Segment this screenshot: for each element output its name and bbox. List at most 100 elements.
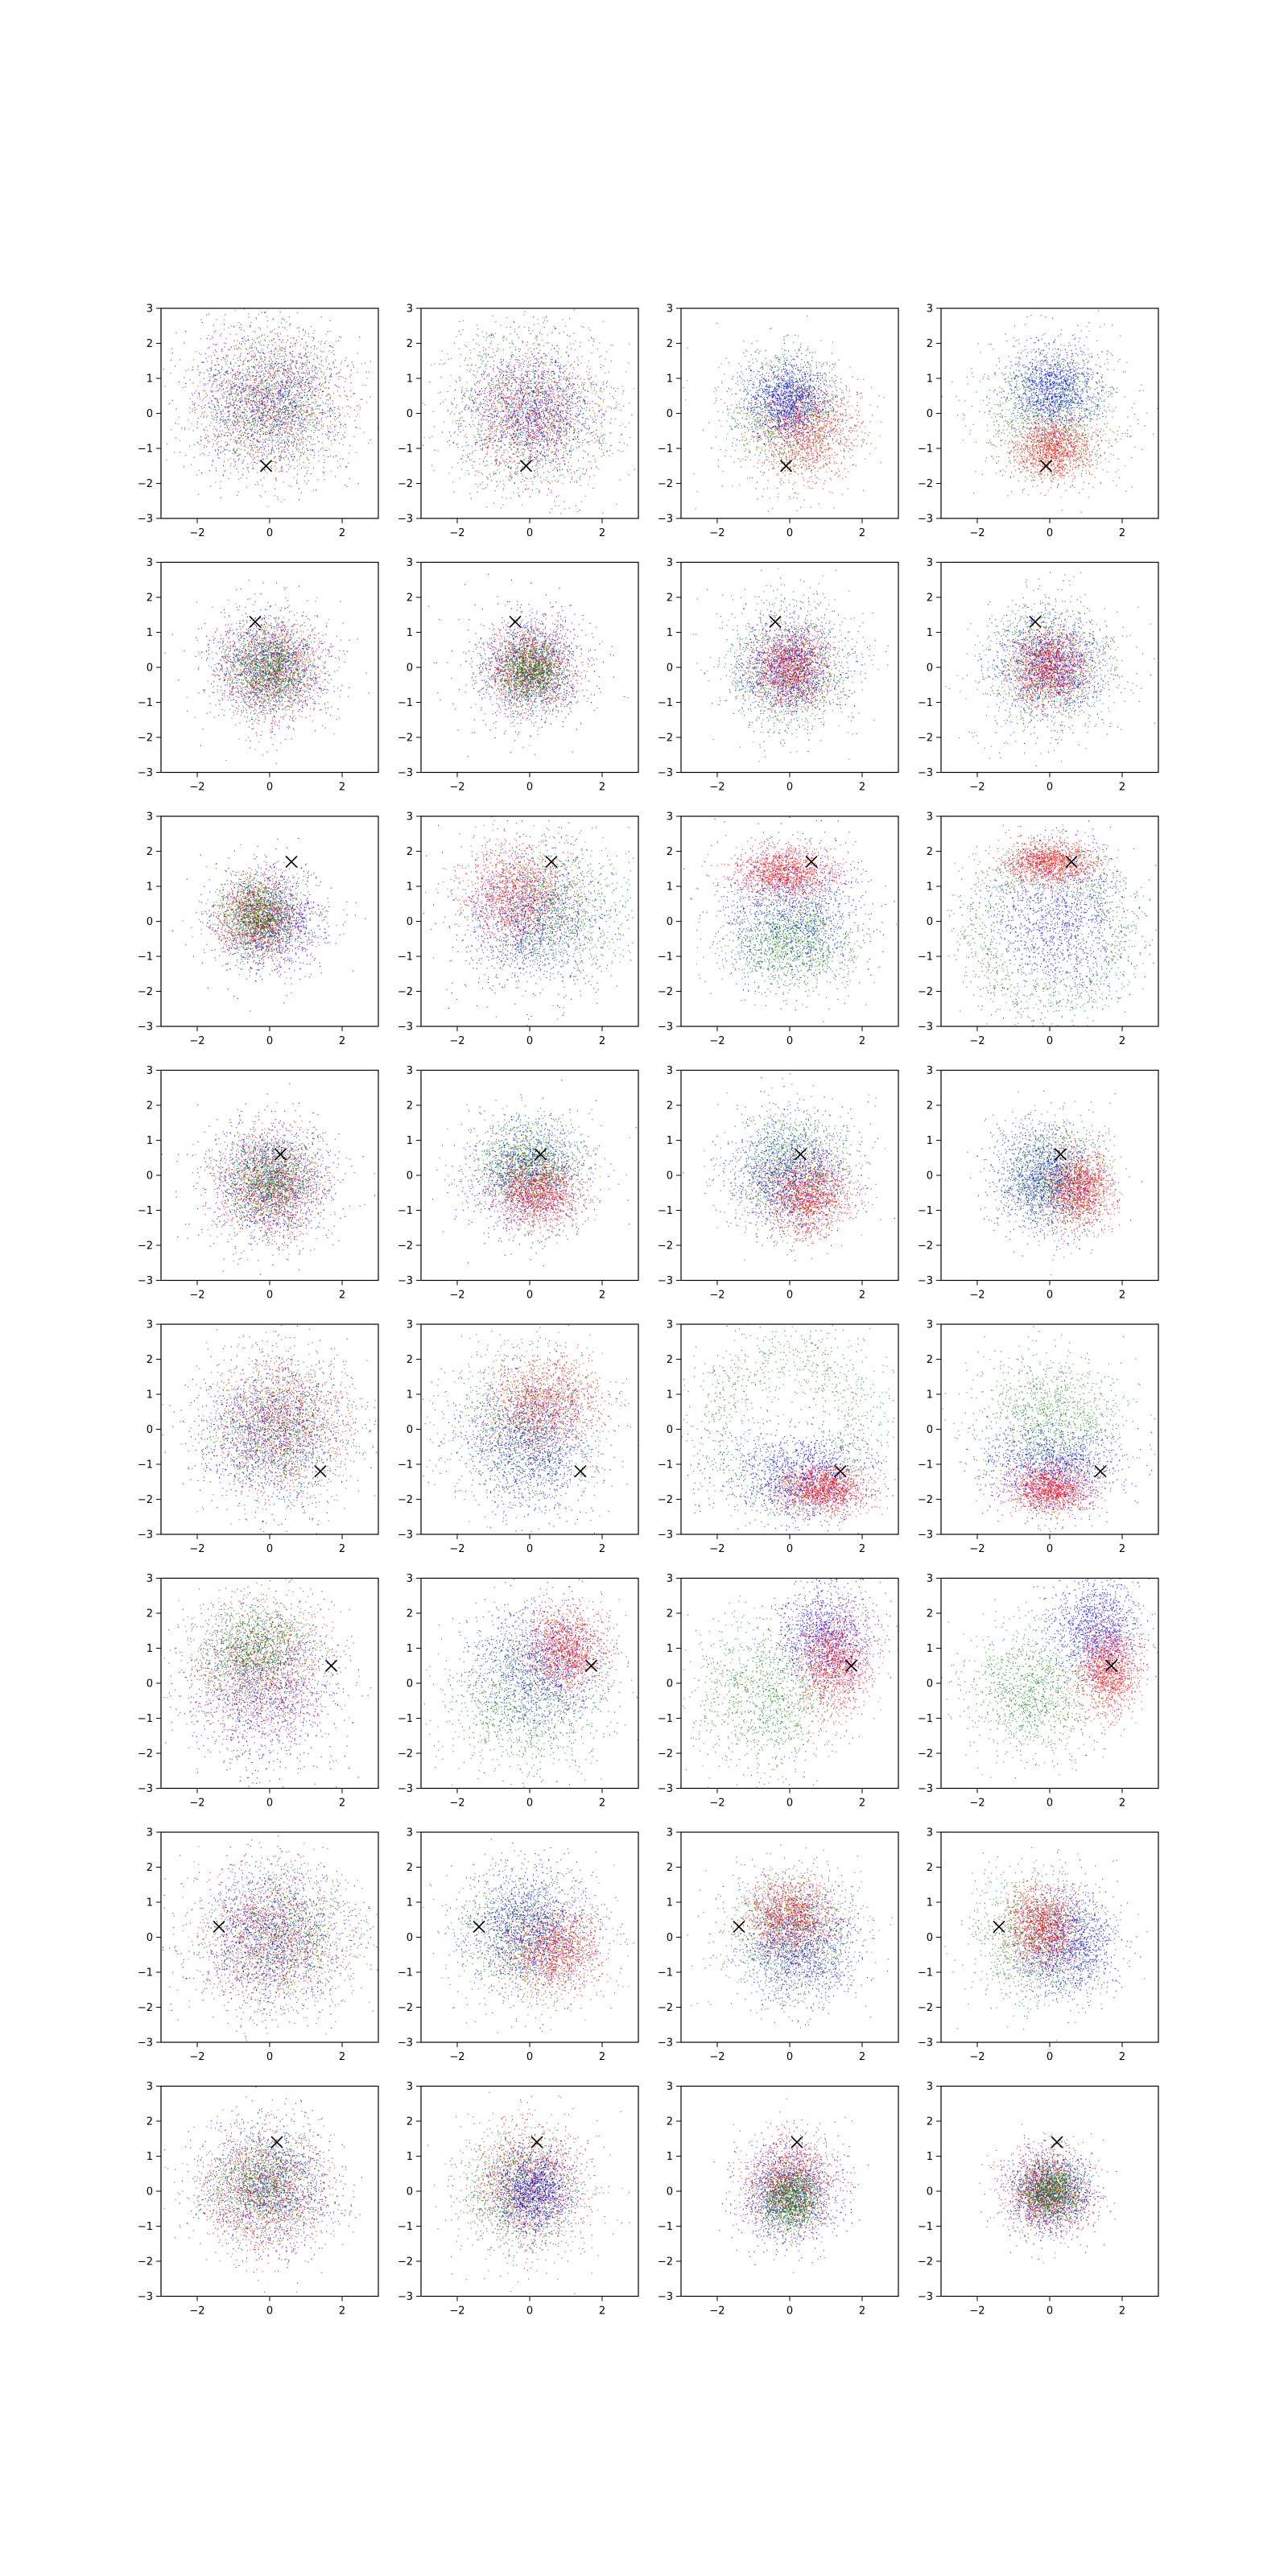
y-tick-label: −2 (138, 1494, 153, 1506)
y-tick-label: 3 (927, 1065, 933, 1077)
series-blue-points (979, 572, 1151, 745)
y-tick-label: 3 (147, 1319, 153, 1331)
x-tick-label: −2 (449, 2306, 464, 2318)
series-blue-points (412, 1315, 640, 1553)
y-tick-label: 2 (667, 338, 673, 350)
y-tick-label: −2 (138, 733, 153, 745)
series-green-points (165, 2097, 352, 2272)
x-tick-label: −2 (189, 782, 204, 794)
x-marker (531, 2136, 543, 2148)
y-tick-label: 0 (147, 2186, 153, 2198)
y-tick-label: 0 (927, 408, 933, 420)
series-blue-points (474, 2126, 590, 2270)
x-tick-label: 0 (266, 2051, 273, 2063)
x-tick-label: −2 (189, 1290, 204, 1302)
subplot-points (683, 1058, 895, 1307)
y-tick-label: −3 (918, 514, 933, 526)
y-tick-label: 2 (667, 1100, 673, 1113)
series-red-points (714, 2099, 856, 2273)
subplot-points (658, 1303, 912, 1545)
y-tick-label: 2 (407, 592, 413, 605)
series-red-points (192, 1109, 375, 1294)
x-tick-label: −2 (449, 1035, 464, 1047)
series-red-points (463, 605, 628, 745)
series-green-points (414, 1100, 630, 1228)
subplot-points (158, 2063, 387, 2297)
x-marker (326, 1660, 337, 1671)
y-tick-label: −3 (658, 767, 673, 779)
y-tick-label: 3 (147, 2081, 153, 2093)
x-tick-label: 0 (266, 1798, 273, 1810)
subplot-points (130, 266, 389, 521)
y-tick-label: −3 (398, 2037, 413, 2050)
series-red (716, 344, 878, 509)
x-tick-label: 0 (266, 1035, 273, 1047)
x-tick-label: 2 (859, 1543, 865, 1555)
x-tick-label: −2 (709, 2051, 724, 2063)
y-tick-label: 0 (927, 916, 933, 928)
series-red-points (976, 825, 1121, 895)
x-tick-label: 0 (1046, 1543, 1053, 1555)
y-tick-label: 2 (927, 592, 933, 605)
y-tick-label: 0 (667, 916, 673, 928)
x-tick-label: 2 (599, 1798, 605, 1810)
series-red-points (771, 1587, 886, 1740)
y-tick-label: −3 (918, 2037, 933, 2050)
y-tick-label: 1 (407, 1643, 413, 1655)
x-tick-label: 2 (859, 1290, 865, 1302)
subplot-points (979, 2124, 1117, 2264)
y-tick-label: 3 (407, 1319, 413, 1331)
series-blue (705, 1077, 895, 1261)
y-tick-label: 0 (147, 1170, 153, 1183)
y-tick-label: −2 (658, 1241, 673, 1253)
x-tick-label: −2 (449, 1290, 464, 1302)
series-green-points (942, 1323, 1155, 1532)
y-tick-label: −3 (138, 767, 153, 779)
y-tick-label: 1 (147, 1389, 153, 1402)
x-tick-label: 0 (526, 2051, 533, 2063)
y-tick-label: −1 (658, 1205, 673, 1217)
y-tick-label: −1 (398, 1967, 413, 1979)
series-red (192, 1109, 375, 1294)
y-tick-label: 1 (407, 881, 413, 894)
x-tick-label: 0 (526, 1543, 533, 1555)
y-tick-label: 1 (927, 1643, 933, 1655)
y-tick-label: −3 (918, 1530, 933, 1542)
subplot-points (923, 1550, 1172, 1794)
x-tick-label: −2 (449, 1543, 464, 1555)
y-tick-label: −2 (918, 1241, 933, 1253)
y-tick-label: −3 (398, 1022, 413, 1034)
series-blue (474, 2126, 590, 2270)
x-tick-label: −2 (449, 527, 464, 539)
series-green (946, 537, 1156, 766)
y-tick-label: −1 (658, 697, 673, 709)
y-tick-label: 3 (407, 1573, 413, 1585)
y-tick-label: 0 (407, 408, 413, 420)
series-blue (432, 1080, 637, 1266)
y-tick-label: −2 (398, 1494, 413, 1506)
x-tick-label: −2 (969, 782, 985, 794)
x-tick-label: 0 (266, 527, 273, 539)
y-tick-label: 0 (407, 1932, 413, 1944)
y-tick-label: 2 (147, 1100, 153, 1113)
y-tick-label: −2 (918, 1494, 933, 1506)
x-tick-label: 2 (339, 527, 345, 539)
y-tick-label: 3 (667, 1319, 673, 1331)
y-tick-label: −3 (398, 767, 413, 779)
y-tick-label: 2 (407, 338, 413, 350)
series-blue (954, 798, 1172, 1055)
y-tick-label: −2 (658, 2256, 673, 2268)
series-blue-points (159, 1828, 378, 2054)
y-tick-label: −1 (138, 2221, 153, 2233)
y-tick-label: −2 (138, 2256, 153, 2268)
axes-frame (681, 816, 898, 1026)
subplot-points (946, 537, 1156, 766)
y-tick-label: −2 (138, 986, 153, 998)
y-tick-label: 0 (667, 1424, 673, 1436)
